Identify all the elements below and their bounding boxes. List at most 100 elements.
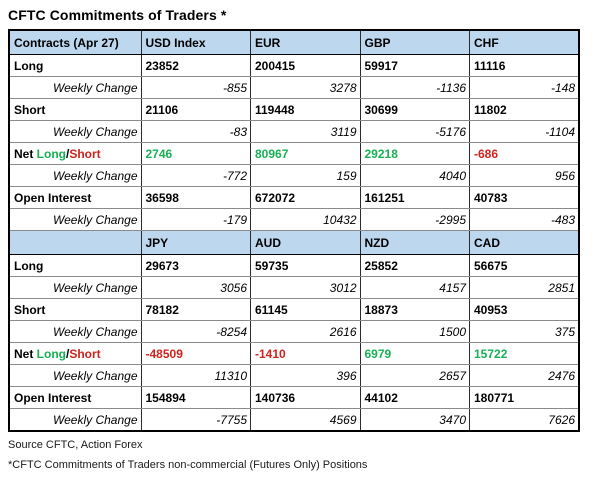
- row-label: Open Interest: [8, 186, 142, 209]
- cell-value: 80967: [250, 142, 361, 165]
- cell-weekly-change: -855: [140, 76, 251, 99]
- section-header-row: JPY AUD NZD CAD: [8, 230, 580, 255]
- cell-weekly-change: 2657: [359, 364, 470, 387]
- cell-value: 18873: [359, 298, 470, 321]
- cell-value: 40953: [469, 298, 580, 321]
- cell-weekly-change: 2851: [469, 276, 580, 299]
- cell-weekly-change: 2616: [250, 320, 361, 343]
- cell-weekly-change: 956: [469, 164, 580, 187]
- cell-value: 36598: [140, 186, 251, 209]
- cell-weekly-change: 2476: [469, 364, 580, 387]
- column-header-nzd: NZD: [359, 230, 470, 255]
- table-row: Short 21106 119448 30699 11802: [8, 98, 580, 121]
- cell-value: 672072: [250, 186, 361, 209]
- cell-weekly-change: 4569: [250, 408, 361, 432]
- cell-value: 29673: [140, 254, 251, 277]
- row-label-net-long-short: Net Long/Short: [8, 142, 142, 165]
- row-label-net-long-short: Net Long/Short: [8, 342, 142, 365]
- column-header-blank: [8, 230, 142, 255]
- row-label-weekly-change: Weekly Change: [8, 120, 142, 143]
- cell-value: 2746: [140, 142, 251, 165]
- cell-weekly-change: -1104: [469, 120, 580, 143]
- cell-value: 140736: [250, 386, 361, 409]
- column-header-jpy: JPY: [140, 230, 251, 255]
- cell-value: 23852: [140, 54, 251, 77]
- cell-weekly-change: 3278: [250, 76, 361, 99]
- column-header-cad: CAD: [469, 230, 580, 255]
- cot-table-body: Contracts (Apr 27) USD Index EUR GBP CHF Long…: [8, 29, 580, 432]
- column-header-aud: AUD: [250, 230, 361, 255]
- cell-value: 40783: [469, 186, 580, 209]
- cell-weekly-change: 4040: [359, 164, 470, 187]
- row-label: Open Interest: [8, 386, 142, 409]
- table-row: Short 78182 61145 18873 40953: [8, 298, 580, 321]
- cell-weekly-change: 3012: [250, 276, 361, 299]
- column-header-chf: CHF: [469, 29, 580, 55]
- row-label-weekly-change: Weekly Change: [8, 76, 142, 99]
- cell-value: 15722: [469, 342, 580, 365]
- cell-value: 25852: [359, 254, 470, 277]
- table-row: Weekly Change -855 3278 -1136 -148: [8, 76, 580, 99]
- cell-value: 21106: [140, 98, 251, 121]
- cell-value: 59735: [250, 254, 361, 277]
- cell-value: -48509: [140, 342, 251, 365]
- cell-weekly-change: -772: [140, 164, 251, 187]
- cell-value: 30699: [359, 98, 470, 121]
- column-header-contracts-apr-27-: Contracts (Apr 27): [8, 29, 142, 55]
- table-row: Weekly Change -772 159 4040 956: [8, 164, 580, 187]
- cell-value: 119448: [250, 98, 361, 121]
- source-note: Source CFTC, Action Forex: [8, 439, 143, 451]
- cell-weekly-change: -148: [469, 76, 580, 99]
- net-label-short: Short: [69, 146, 101, 161]
- row-label-weekly-change: Weekly Change: [8, 364, 142, 387]
- cot-table: Contracts (Apr 27) USD Index EUR GBP CHF Long…: [8, 29, 580, 432]
- cell-weekly-change: 159: [250, 164, 361, 187]
- net-label-short: Short: [69, 346, 101, 361]
- table-row: Long 23852 200415 59917 11116: [8, 54, 580, 77]
- row-label-weekly-change: Weekly Change: [8, 320, 142, 343]
- column-header-eur: EUR: [250, 29, 361, 55]
- table-row: Weekly Change -8254 2616 1500 375: [8, 320, 580, 343]
- cell-value: 161251: [359, 186, 470, 209]
- table-row: Long 29673 59735 25852 56675: [8, 254, 580, 277]
- cell-weekly-change: -2995: [359, 208, 470, 231]
- cell-weekly-change: -179: [140, 208, 251, 231]
- table-row: Open Interest 154894 140736 44102 180771: [8, 386, 580, 409]
- cell-value: 200415: [250, 54, 361, 77]
- cell-weekly-change: -1136: [359, 76, 470, 99]
- cell-weekly-change: 10432: [250, 208, 361, 231]
- cell-value: 11802: [469, 98, 580, 121]
- cell-weekly-change: -5176: [359, 120, 470, 143]
- table-row: Weekly Change -7755 4569 3470 7626: [8, 408, 580, 432]
- row-label: Short: [8, 298, 142, 321]
- row-label-weekly-change: Weekly Change: [8, 408, 142, 432]
- cell-value: 6979: [359, 342, 470, 365]
- table-row: Net Long/Short 2746 80967 29218 -686: [8, 142, 580, 165]
- cell-weekly-change: 396: [250, 364, 361, 387]
- cell-value: 180771: [469, 386, 580, 409]
- table-row: Net Long/Short -48509 -1410 6979 15722: [8, 342, 580, 365]
- row-label-weekly-change: Weekly Change: [8, 276, 142, 299]
- column-header-usd-index: USD Index: [140, 29, 251, 55]
- cell-weekly-change: 1500: [359, 320, 470, 343]
- cell-weekly-change: 375: [469, 320, 580, 343]
- row-label-weekly-change: Weekly Change: [8, 164, 142, 187]
- net-label-long: Long: [36, 346, 66, 361]
- table-row: Weekly Change -83 3119 -5176 -1104: [8, 120, 580, 143]
- cell-value: 29218: [359, 142, 470, 165]
- page-title: CFTC Commitments of Traders *: [8, 7, 227, 23]
- cell-value: 61145: [250, 298, 361, 321]
- table-row: Weekly Change -179 10432 -2995 -483: [8, 208, 580, 231]
- cell-value: -1410: [250, 342, 361, 365]
- cell-value: 56675: [469, 254, 580, 277]
- cell-weekly-change: 3470: [359, 408, 470, 432]
- net-label-prefix: Net: [14, 346, 37, 361]
- column-header-gbp: GBP: [359, 29, 470, 55]
- row-label: Long: [8, 254, 142, 277]
- footer: Source CFTC, Action Forex *CFTC Commitme…: [8, 439, 592, 471]
- cell-value: 59917: [359, 54, 470, 77]
- row-label: Short: [8, 98, 142, 121]
- cell-value: -686: [469, 142, 580, 165]
- cell-weekly-change: -8254: [140, 320, 251, 343]
- table-row: Open Interest 36598 672072 161251 40783: [8, 186, 580, 209]
